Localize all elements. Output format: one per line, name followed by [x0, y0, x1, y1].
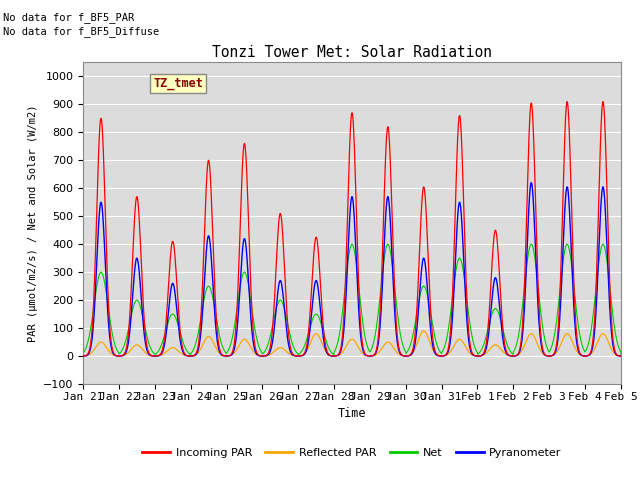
Text: No data for f_BF5_Diffuse: No data for f_BF5_Diffuse	[3, 26, 159, 37]
Text: No data for f_BF5_PAR: No data for f_BF5_PAR	[3, 12, 134, 23]
Legend: Incoming PAR, Reflected PAR, Net, Pyranometer: Incoming PAR, Reflected PAR, Net, Pyrano…	[138, 443, 566, 462]
X-axis label: Time: Time	[338, 407, 366, 420]
Y-axis label: PAR (μmol/m2/s) / Net and Solar (W/m2): PAR (μmol/m2/s) / Net and Solar (W/m2)	[28, 105, 38, 342]
Text: TZ_tmet: TZ_tmet	[153, 77, 203, 90]
Title: Tonzi Tower Met: Solar Radiation: Tonzi Tower Met: Solar Radiation	[212, 45, 492, 60]
